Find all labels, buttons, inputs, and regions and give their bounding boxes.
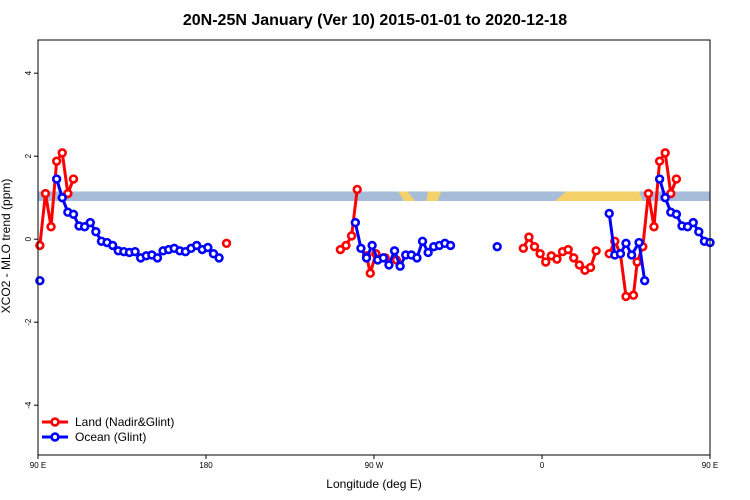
- ocean-band: [38, 191, 710, 202]
- data-point: [214, 253, 224, 263]
- data-point: [569, 253, 579, 263]
- data-point: [423, 247, 433, 258]
- x-tick-label: 90 E: [702, 461, 718, 470]
- data-point: [40, 188, 51, 199]
- data-point: [384, 260, 394, 270]
- legend-swatch-marker: [50, 432, 60, 442]
- axes: 90 E 180 90 W 0 90 E -4 -2 0 2 4: [24, 70, 718, 470]
- y-tick-label: -4: [24, 401, 33, 409]
- data-point: [221, 238, 232, 249]
- land-mask-band: [38, 191, 710, 202]
- data-point: [660, 148, 670, 158]
- data-point: [412, 253, 422, 263]
- data-point: [365, 268, 375, 278]
- data-point: [649, 222, 659, 232]
- x-axis-label: Longitude (deg E): [326, 477, 421, 491]
- data-point: [660, 193, 670, 203]
- data-point: [626, 250, 637, 260]
- data-point: [130, 246, 140, 257]
- data-point: [361, 253, 372, 263]
- data-point: [628, 290, 639, 300]
- y-tick-label: 0: [24, 236, 33, 241]
- data-point: [51, 156, 62, 166]
- data-point: [445, 240, 456, 251]
- data-point: [68, 174, 79, 184]
- data-point: [615, 249, 626, 259]
- data-point: [35, 240, 45, 251]
- data-point: [51, 174, 62, 184]
- land-patch-1: [398, 191, 416, 202]
- data-point: [591, 246, 601, 256]
- data-point: [378, 253, 389, 263]
- data-point: [529, 241, 540, 252]
- data-point: [367, 240, 377, 251]
- legend-swatch-marker: [50, 417, 60, 427]
- data-point: [350, 217, 361, 228]
- data-point: [643, 188, 654, 199]
- data-point: [46, 222, 56, 232]
- data-point: [535, 249, 545, 259]
- data-point: [85, 217, 95, 228]
- series-layer: [35, 148, 715, 302]
- y-tick-label: -2: [24, 318, 33, 326]
- data-point: [417, 236, 428, 246]
- data-point: [688, 217, 698, 228]
- legend-label: Ocean (Glint): [75, 430, 146, 444]
- data-point: [68, 209, 79, 220]
- data-point: [621, 291, 631, 302]
- data-point: [356, 243, 366, 254]
- data-point: [574, 260, 585, 270]
- chart-title: 20N-25N January (Ver 10) 2015-01-01 to 2…: [183, 12, 567, 29]
- data-point: [389, 246, 400, 256]
- data-point: [107, 240, 118, 251]
- data-point: [654, 156, 665, 166]
- legend-label: Land (Nadir&Glint): [75, 415, 174, 429]
- data-point: [352, 184, 362, 195]
- data-point: [341, 240, 351, 251]
- data-point: [621, 238, 631, 249]
- data-point: [395, 261, 405, 271]
- data-point: [492, 241, 502, 252]
- data-point: [639, 276, 650, 286]
- x-tick-label: 180: [199, 461, 213, 470]
- data-point: [35, 276, 45, 286]
- y-axis-label: XCO2 - MLO trend (ppm): [0, 179, 13, 314]
- data-point: [518, 243, 529, 254]
- data-point: [632, 257, 642, 267]
- data-point: [654, 174, 665, 184]
- data-point: [552, 254, 562, 264]
- data-point: [57, 193, 67, 203]
- y-tick-label: 4: [24, 70, 33, 75]
- data-point: [604, 208, 614, 219]
- data-point: [152, 253, 163, 263]
- data-point: [563, 244, 573, 255]
- data-point: [203, 242, 213, 253]
- x-tick-label: 90 E: [30, 461, 46, 470]
- data-point: [524, 232, 534, 242]
- data-point: [57, 148, 67, 158]
- data-point: [541, 257, 551, 267]
- data-point: [671, 209, 682, 220]
- plot-frame: [37, 39, 711, 456]
- x-tick-label: 0: [540, 461, 545, 470]
- data-point: [671, 174, 682, 184]
- series-2: [35, 174, 715, 286]
- land-patch-2: [426, 191, 442, 202]
- data-point: [346, 231, 357, 241]
- data-point: [634, 237, 644, 248]
- data-point: [694, 227, 704, 237]
- x-tick-label: 90 W: [365, 461, 384, 470]
- land-patch-3: [555, 191, 643, 202]
- data-point: [585, 262, 596, 273]
- data-point: [91, 227, 101, 237]
- legend: Land (Nadir&Glint)Ocean (Glint): [42, 415, 174, 444]
- y-tick-label: 2: [24, 153, 33, 158]
